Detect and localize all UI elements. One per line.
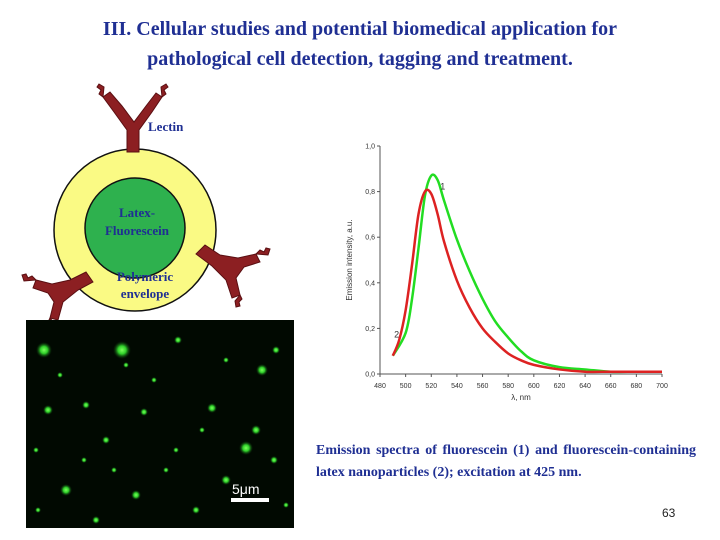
latex-fluorescein-core — [84, 177, 186, 279]
x-tick-label: 520 — [425, 383, 437, 390]
y-tick-label: 0,2 — [365, 326, 375, 333]
fluorescent-particle — [272, 346, 280, 354]
scale-bar-label: 5μm — [232, 481, 260, 497]
fluorescent-particle — [174, 336, 182, 344]
envelope-label-line-2: envelope — [120, 286, 170, 301]
fluorescent-particle — [270, 456, 278, 464]
y-tick-label: 0,6 — [365, 235, 375, 242]
fluorescent-particle — [102, 436, 110, 444]
y-tick-label: 1,0 — [365, 144, 375, 151]
fluorescent-particle — [283, 502, 289, 508]
x-tick-label: 660 — [605, 383, 617, 390]
series-annotation-2: 2 — [394, 330, 399, 340]
scale-bar — [231, 498, 269, 502]
fluorescent-particle — [199, 427, 205, 433]
page-number: 63 — [662, 506, 676, 520]
fluorescent-particle — [221, 475, 231, 485]
fluorescent-particle — [192, 506, 200, 514]
x-tick-label: 560 — [477, 383, 489, 390]
series-line-2 — [391, 188, 662, 374]
fluorescent-particle — [35, 507, 41, 513]
title-line-1: III. Cellular studies and potential biom… — [102, 18, 618, 40]
x-tick-label: 640 — [579, 383, 591, 390]
x-tick-label: 580 — [502, 383, 514, 390]
title-line-2: pathological cell detection, tagging and… — [147, 48, 573, 70]
core-label-line-2: Fluorescein — [104, 223, 170, 238]
y-tick-label: 0,4 — [365, 280, 375, 287]
x-tick-label: 700 — [656, 383, 668, 390]
fluorescent-particle — [239, 441, 253, 455]
x-tick-label: 680 — [631, 383, 643, 390]
envelope-label-line-1: Polymeric — [116, 269, 174, 284]
x-tick-label: 540 — [451, 383, 463, 390]
fluorescent-particle — [173, 447, 179, 453]
series-annotation-1: 1 — [440, 181, 445, 191]
fluorescence-micrograph — [26, 320, 294, 528]
fluorescent-particle — [151, 377, 157, 383]
x-tick-label: 500 — [400, 383, 412, 390]
fluorescent-particle — [33, 447, 39, 453]
emission-spectra-chart: 480 500 520 540 560 580 600 620 640 660 680 700 0,0 0… — [345, 144, 668, 403]
fluorescent-particle — [82, 401, 90, 409]
y-tick-label: 0,0 — [365, 372, 375, 379]
x-tick-label: 620 — [554, 383, 566, 390]
fluorescent-particle — [256, 364, 268, 376]
lectin-label: Lectin — [148, 119, 184, 134]
y-axis-label: Emission intensity, a.u. — [345, 219, 354, 300]
fluorescent-particle — [113, 341, 131, 359]
x-tick-label: 480 — [374, 383, 386, 390]
fluorescent-particle — [60, 484, 72, 496]
fluorescent-particle — [163, 467, 169, 473]
fluorescent-particle — [123, 362, 129, 368]
fluorescent-particle — [223, 357, 229, 363]
core-label-line-1: Latex- — [118, 205, 156, 220]
fluorescent-particle — [57, 372, 63, 378]
fluorescent-particle — [131, 490, 141, 500]
fluorescent-particle — [43, 405, 53, 415]
fluorescent-particle — [111, 467, 117, 473]
fluorescent-particle — [251, 425, 261, 435]
latex-fluorescein-label: Latex- Fluorescein — [92, 204, 182, 240]
polymeric-envelope-label: Polymeric envelope — [90, 268, 200, 302]
lectin-top — [96, 83, 169, 153]
fluorescent-particle — [36, 342, 52, 358]
fluorescent-particle — [140, 408, 148, 416]
lectin-right — [195, 244, 271, 308]
fluorescent-particle — [207, 403, 217, 413]
y-tick-label: 0,8 — [365, 189, 375, 196]
fluorescent-particle — [92, 516, 100, 524]
fluorescent-particle — [81, 457, 87, 463]
x-tick-label: 600 — [528, 383, 540, 390]
x-axis-label: λ, nm — [511, 393, 531, 402]
slide-title: III. Cellular studies and potential biom… — [20, 14, 700, 74]
series-line-1 — [391, 173, 662, 374]
micrograph-particles — [33, 336, 289, 524]
figure-caption: Emission spectra of fluorescein (1) and … — [316, 443, 696, 480]
